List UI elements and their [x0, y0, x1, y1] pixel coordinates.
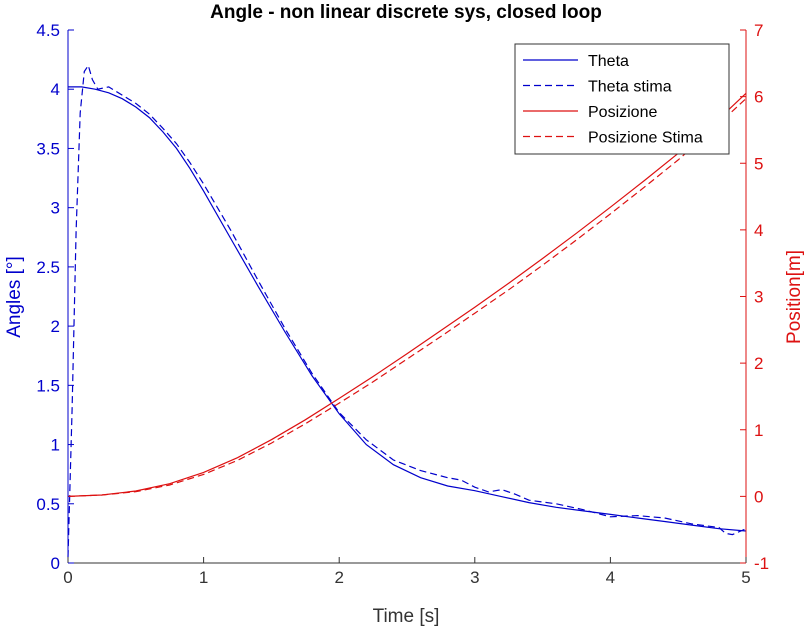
x-tick-label: 3 [470, 568, 479, 587]
y-right-tick-label: -1 [754, 554, 769, 573]
y-left-tick-label: 0 [51, 554, 60, 573]
x-tick-label: 1 [199, 568, 208, 587]
legend: Theta Theta stima Posizione Posizione Stima [514, 43, 730, 155]
chart-title: Angle - non linear discrete sys, closed … [210, 2, 602, 23]
x-tick-label: 2 [334, 568, 343, 587]
legend-label: Posizione Stima [588, 130, 703, 147]
y-right-axis-label: Position[m] [784, 250, 805, 344]
legend-label: Theta stima [588, 79, 672, 96]
y-left-tick-label: 3 [51, 199, 60, 218]
y-right-tick-label: 3 [754, 288, 763, 307]
x-axis-label: Time [s] [373, 606, 440, 627]
y-right-tick-label: 7 [754, 21, 763, 40]
y-right-tick-label: 6 [754, 88, 763, 107]
legend-label: Theta [588, 53, 629, 70]
legend-label: Posizione [588, 104, 657, 121]
y-right-tick-label: 5 [754, 154, 763, 173]
series-line-posizione [67, 92, 747, 497]
axes-layer: 0 1 2 3 4 5 0 0.5 1 1.5 2 2.5 3 3.5 4 4.5 -1 0 1 2 3 4 5 6 7 [36, 21, 769, 587]
x-tick-label: 4 [606, 568, 615, 587]
y-left-tick-label: 2 [51, 317, 60, 336]
y-left-tick-label: 4.5 [36, 21, 60, 40]
series-line-theta [68, 86, 747, 532]
series-line-posizione-stima [67, 98, 747, 497]
y-left-tick-label: 1 [51, 436, 60, 455]
y-left-axis-label: Angles [°] [4, 256, 25, 338]
y-left-tick-label: 2.5 [36, 258, 60, 277]
y-left-tick-label: 3.5 [36, 139, 60, 158]
y-right-tick-label: 1 [754, 421, 763, 440]
x-tick-label: 0 [63, 568, 72, 587]
y-left-tick-label: 1.5 [36, 376, 60, 395]
x-tick-label: 5 [741, 568, 750, 587]
y-right-tick-label: 4 [754, 221, 763, 240]
y-left-tick-label: 4 [51, 80, 60, 99]
y-left-tick-label: 0.5 [36, 495, 60, 514]
series-layer [67, 64, 747, 558]
legend-box [514, 43, 730, 155]
y-right-tick-label: 2 [754, 354, 763, 373]
y-right-tick-label: 0 [754, 487, 763, 506]
